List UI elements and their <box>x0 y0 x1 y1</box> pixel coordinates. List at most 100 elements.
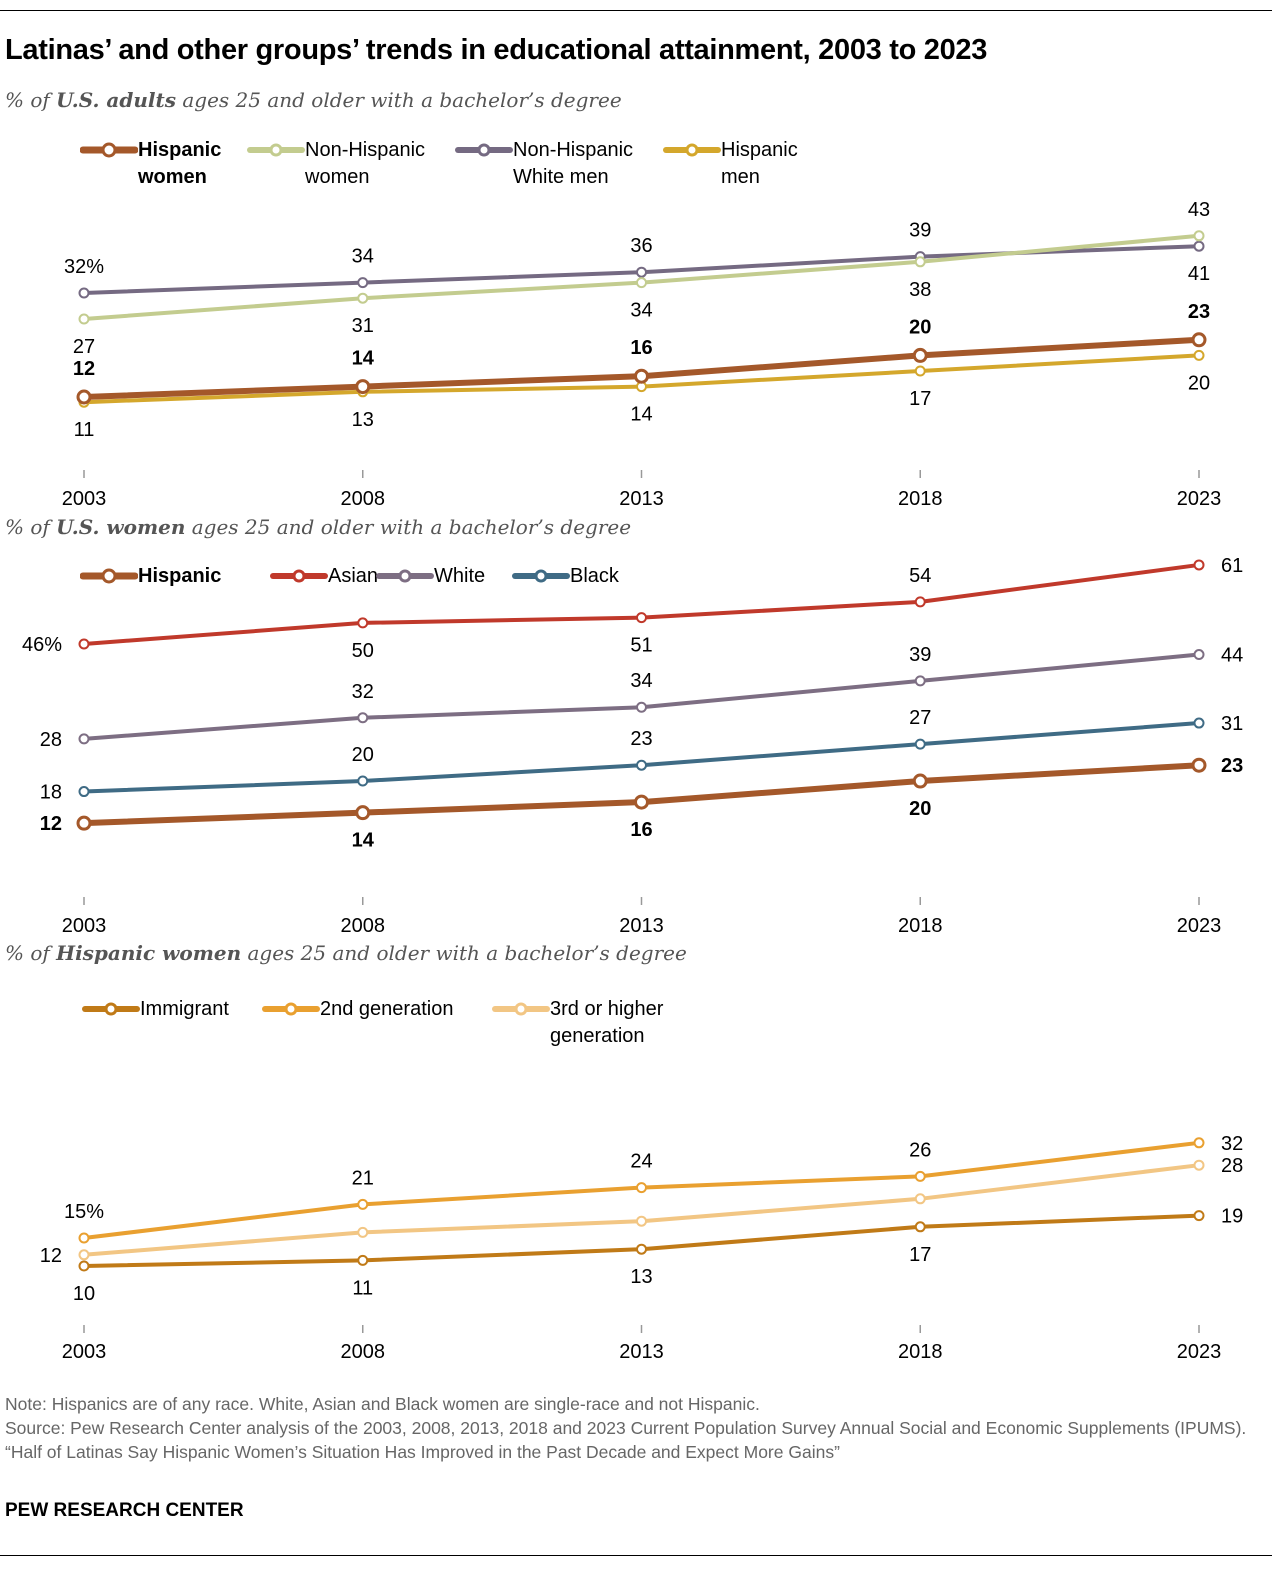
data-label: 34 <box>630 670 652 692</box>
data-point <box>357 775 369 787</box>
data-point <box>912 347 928 363</box>
data-point <box>78 638 90 650</box>
legend-line-marker-icon <box>80 568 138 584</box>
series-line <box>83 762 1200 827</box>
data-point <box>357 277 369 289</box>
legend-line-marker-icon <box>270 569 328 583</box>
x-tick-label: 2023 <box>1177 915 1222 937</box>
data-label: 39 <box>909 220 931 242</box>
legend-label: Asian <box>328 565 379 587</box>
subtitle-text: ages 25 and older with a bachelor’s degr… <box>185 515 632 539</box>
data-point <box>914 675 926 687</box>
data-point <box>1193 1210 1205 1222</box>
x-tick-label: 2003 <box>62 488 107 510</box>
data-point <box>634 368 649 384</box>
legend-label: women <box>305 166 370 188</box>
data-label: 12 <box>40 1245 62 1267</box>
data-point <box>357 1254 369 1266</box>
data-point <box>1193 1137 1205 1149</box>
panel2-subtitle: % of U.S. women ages 25 and older with a… <box>5 515 631 539</box>
data-label: 20 <box>1188 372 1210 394</box>
subtitle-text: ages 25 and older with a bachelor’s degr… <box>175 88 622 112</box>
legend-item: Immigrant <box>82 996 229 1023</box>
data-label: 32 <box>352 681 374 703</box>
data-label: 46% <box>22 634 62 656</box>
legend-item: Non-Hispanic White men <box>455 137 633 191</box>
x-tick-label: 2008 <box>341 1341 386 1363</box>
data-label: 34 <box>352 246 374 268</box>
legend-item: 2nd generation <box>262 996 453 1023</box>
data-label: 14 <box>352 830 375 852</box>
subtitle-bold: U.S. women <box>56 515 186 539</box>
data-point <box>355 805 371 821</box>
legend-label: White men <box>513 166 609 188</box>
note-text: Note: Hispanics are of any race. White, … <box>5 1394 760 1414</box>
data-label: 38 <box>909 279 931 301</box>
data-point <box>636 277 647 289</box>
data-point <box>914 256 926 268</box>
data-point <box>634 794 649 810</box>
legend-label: Non-Hispanic <box>513 139 634 161</box>
data-label: 13 <box>630 1266 652 1288</box>
data-label: 23 <box>1221 755 1243 777</box>
x-tick-label: 2013 <box>619 915 664 937</box>
data-point <box>78 1260 90 1272</box>
data-label: 16 <box>630 819 652 841</box>
data-point <box>357 1226 369 1238</box>
data-point <box>636 266 647 278</box>
data-label: 12 <box>73 358 95 380</box>
legend-item: Hispanic men <box>663 137 798 191</box>
data-point <box>78 287 90 299</box>
legend-line-marker-icon <box>80 142 138 158</box>
brand-logo-text: PEW RESEARCH CENTER <box>5 1500 244 1521</box>
legend-label: 3rd or higher <box>550 998 664 1020</box>
x-tick-label: 2013 <box>619 488 664 510</box>
data-point <box>1193 649 1205 661</box>
data-point <box>78 1249 90 1261</box>
x-tick-label: 2018 <box>898 915 943 937</box>
data-point <box>357 712 369 724</box>
data-point <box>636 1243 647 1255</box>
data-point <box>1193 240 1205 252</box>
data-point <box>636 1215 647 1227</box>
legend-label: Non-Hispanic <box>305 139 426 161</box>
data-label: 51 <box>630 635 652 657</box>
data-label: 32% <box>64 256 104 278</box>
data-point <box>76 389 92 405</box>
legend-item: Non-Hispanic women <box>247 137 425 191</box>
x-tick-label: 2023 <box>1177 488 1222 510</box>
data-label: 54 <box>909 565 931 587</box>
series-line <box>83 652 1200 741</box>
data-label: 15% <box>64 1201 104 1223</box>
panel1-subtitle: % of U.S. adults ages 25 and older with … <box>5 88 622 112</box>
data-label: 31 <box>1221 713 1243 735</box>
x-tick-label: 2008 <box>341 488 386 510</box>
x-tick-label: 2003 <box>62 1341 107 1363</box>
data-label: 20 <box>352 744 374 766</box>
legend-label: Black <box>570 565 619 587</box>
data-point <box>636 1182 647 1194</box>
legend-label: White <box>434 565 486 587</box>
data-label: 26 <box>909 1139 931 1161</box>
x-tick-label: 2003 <box>62 915 107 937</box>
data-label: 34 <box>630 300 652 322</box>
notes: Note: Hispanics are of any race. White, … <box>5 1392 1265 1464</box>
data-point <box>357 1198 369 1210</box>
data-point <box>914 365 926 377</box>
data-point <box>914 1221 926 1233</box>
data-point <box>1193 349 1205 361</box>
data-label: 14 <box>630 404 652 426</box>
subtitle-bold: Hispanic women <box>56 941 242 965</box>
legend-line-marker-icon <box>376 569 434 583</box>
series-line <box>83 562 1200 646</box>
data-point <box>914 596 926 608</box>
data-label: 18 <box>40 782 62 804</box>
data-point <box>1191 332 1207 348</box>
data-point <box>1193 717 1205 729</box>
data-point <box>912 773 928 789</box>
legend-label: 2nd generation <box>320 998 454 1020</box>
data-point <box>1191 757 1207 773</box>
data-label: 31 <box>352 315 374 337</box>
legend-item: 3rd or higher generation <box>492 996 663 1050</box>
